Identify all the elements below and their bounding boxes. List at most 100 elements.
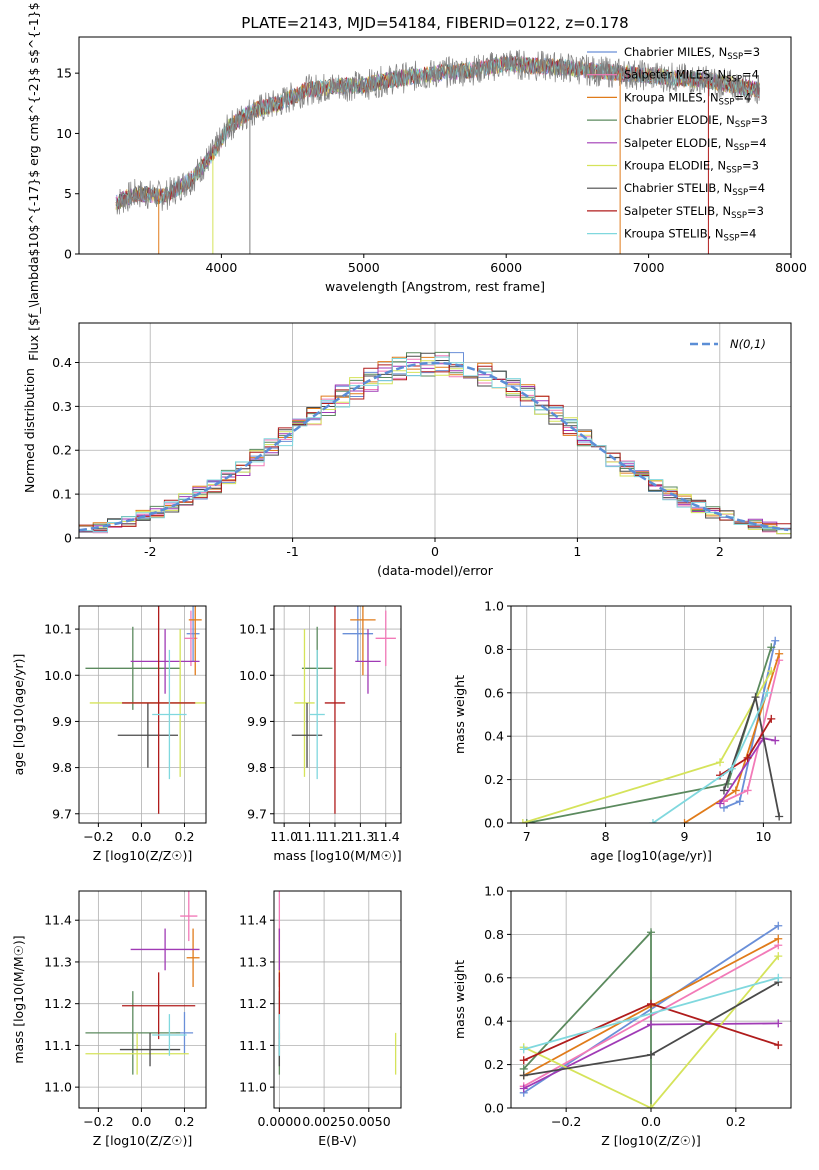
histogram-step-5 <box>79 360 791 535</box>
mass-weight-vs-z-marker <box>774 921 783 930</box>
mass-weight-vs-age-xtick-label: 8 <box>602 829 610 844</box>
spectrum-legend-label: Kroupa ELODIE, NSSP=3 <box>624 159 759 176</box>
mass-weight-vs-age-marker <box>767 714 776 723</box>
spectrum-legend-label: Salpeter STELIB, NSSP=3 <box>624 204 764 221</box>
mass-vs-ebv-xtick-label: 0.0000 <box>257 1114 301 1129</box>
mass-vs-ebv-xtick-label: 0.0025 <box>302 1114 346 1129</box>
mass-weight-vs-age-ylabel: mass weight <box>452 675 467 754</box>
mass-weight-vs-z-xlabel: Z [log10(Z/Z☉)] <box>601 1133 701 1148</box>
mass-weight-vs-age-series <box>518 636 784 823</box>
mass-vs-ebv-axes: 0.0000 0.0025 0.0050 11.0 11.1 11.2 11.3 11.4 <box>239 891 401 1129</box>
mass-weight-vs-age-ytick-label: 0.6 <box>484 685 504 700</box>
spectrum-axes: 4000 5000 6000 7000 8000 0 5 10 15 <box>56 66 807 275</box>
mass-weight-vs-z-marker <box>774 973 783 982</box>
figure-title: PLATE=2143, MJD=54184, FIBERID=0122, z=0… <box>241 14 628 32</box>
mass-weight-vs-z-ytick-label: 0.4 <box>484 1014 504 1029</box>
mass-weight-vs-z-ytick-label: 0.8 <box>484 927 504 942</box>
spectrum-ylabel: Flux [$f_\lambda$10$^{-17}$ erg cm$^{-2}… <box>26 0 41 361</box>
mass-weight-vs-age-ytick-label: 1.0 <box>484 599 504 614</box>
mass-weight-vs-z-line-3 <box>523 929 652 1108</box>
mass-weight-vs-age-ytick-label: 0.8 <box>484 642 504 657</box>
gaussian-legend-label: N(0,1) <box>730 337 766 351</box>
age-vs-z-xtick-label: 0.0 <box>131 829 151 844</box>
mass-weight-vs-age-marker <box>751 693 760 702</box>
mass-vs-z-frame <box>78 890 207 1109</box>
mass-weight-vs-age-marker <box>716 799 725 808</box>
spectrum-xtick-label: 5000 <box>348 260 380 275</box>
mass-weight-vs-z-series <box>519 921 783 1108</box>
spectrum-legend-label: Chabrier STELIB, NSSP=4 <box>624 181 765 198</box>
mass-vs-ebv-ytick-label: 11.2 <box>239 996 267 1011</box>
mass-weight-vs-z-marker <box>519 1056 528 1065</box>
age-vs-mass-ytick-label: 10.1 <box>239 622 267 637</box>
age-vs-z-xlabel: Z [log10(Z/Z☉)] <box>93 848 193 863</box>
mass-weight-vs-z-xtick-label: 0.0 <box>641 1114 661 1129</box>
residual-histogram-axes: -2 -1 0 1 2 0 0.1 0.2 0.3 0.4 <box>52 323 791 559</box>
spectrum-xtick-label: 6000 <box>490 260 522 275</box>
mass-weight-vs-age-xtick-label: 9 <box>681 829 689 844</box>
mass-weight-vs-age-marker <box>518 819 527 823</box>
age-vs-mass-xlabel: mass [log10(M/M☉)] <box>273 848 401 863</box>
age-vs-z-ytick-label: 9.7 <box>52 806 72 821</box>
age-vs-z-frame <box>78 605 207 824</box>
spectrum-legend-label: Kroupa STELIB, NSSP=4 <box>624 227 756 244</box>
age-vs-z-ylabel: age [log10(age/yr)] <box>11 654 26 776</box>
mass-weight-vs-z-marker <box>647 1104 655 1108</box>
mass-vs-ebv-ytick-label: 11.3 <box>239 954 267 969</box>
mass-weight-vs-age-marker <box>775 812 784 821</box>
residual-histogram-ylabel: Normed distribution <box>22 368 37 493</box>
mass-weight-vs-age-marker <box>775 649 784 658</box>
mass-weight-vs-z-marker <box>647 1020 655 1029</box>
spectrum-legend: Chabrier MILES, NSSP=3 Salpeter MILES, NS… <box>587 45 768 244</box>
mass-weight-vs-age-frame <box>510 605 792 824</box>
mass-vs-z-xtick-label: 0.0 <box>131 1114 151 1129</box>
age-vs-z-points <box>85 606 206 814</box>
mass-vs-z-ylabel: mass [log10(M/M☉)] <box>11 935 26 1063</box>
mass-weight-vs-age-axes: 7 8 9 10 0.0 0.2 0.4 0.6 0.8 1.0 <box>484 599 791 844</box>
mass-weight-vs-age-marker <box>727 764 736 773</box>
mass-weight-vs-z-marker <box>774 952 783 961</box>
mass-vs-ebv-points <box>278 891 397 1075</box>
residual-histogram-ytick-label: 0.1 <box>52 487 72 502</box>
age-vs-z-ytick-label: 9.8 <box>52 760 72 775</box>
mass-weight-vs-age-marker <box>731 786 740 795</box>
age-vs-mass-points <box>291 606 396 814</box>
mass-weight-vs-age-xtick-label: 7 <box>523 829 531 844</box>
residual-histogram-xtick-label: 1 <box>573 544 581 559</box>
spectrum-legend-label: Salpeter ELODIE, NSSP=4 <box>624 136 767 153</box>
spectrum-xtick-label: 8000 <box>775 260 807 275</box>
spectrum-frame <box>78 36 792 255</box>
mass-vs-ebv-ytick-label: 11.0 <box>239 1080 267 1095</box>
mass-weight-vs-z-marker <box>647 1050 655 1059</box>
mass-weight-vs-z-marker <box>774 1019 783 1028</box>
mass-vs-z-xtick-label: 0.2 <box>175 1114 195 1129</box>
mass-weight-vs-age-marker <box>771 736 780 745</box>
mass-vs-z-ytick-label: 11.2 <box>44 996 72 1011</box>
mass-vs-ebv-frame <box>273 890 402 1109</box>
age-vs-mass-xtick-label: 11.0 <box>270 829 298 844</box>
mass-weight-vs-age-xlabel: age [log10(age/yr)] <box>590 848 712 863</box>
mass-vs-ebv-xlabel: E(B-V) <box>318 1133 357 1148</box>
age-vs-mass-frame <box>273 605 402 824</box>
residual-histogram-frame <box>78 322 792 539</box>
residual-histogram-xlabel: (data-model)/error <box>377 563 494 578</box>
mass-vs-z-points <box>85 891 200 1075</box>
age-vs-z-xtick-label: −0.2 <box>83 829 113 844</box>
mass-weight-vs-age-marker <box>743 753 752 762</box>
mass-weight-vs-z-marker <box>519 1084 528 1093</box>
mass-weight-vs-z-xtick-label: 0.2 <box>726 1114 746 1129</box>
mass-weight-vs-z-ytick-label: 1.0 <box>484 884 504 899</box>
residual-histogram-ytick-label: 0.3 <box>52 399 72 414</box>
mass-weight-vs-age-xtick-label: 10 <box>755 829 771 844</box>
mass-weight-vs-age-marker <box>648 819 657 823</box>
age-vs-mass-xtick-label: 11.2 <box>321 829 349 844</box>
mass-weight-vs-age-marker <box>522 819 531 823</box>
age-vs-z-axes: −0.2 0.0 0.2 9.7 9.8 9.9 10.0 10.1 <box>44 606 206 844</box>
residual-histogram-xtick-label: 0 <box>431 544 439 559</box>
mass-weight-vs-z-marker <box>774 934 783 943</box>
mass-weight-vs-z-xtick-label: −0.2 <box>551 1114 581 1129</box>
age-vs-z-ytick-label: 10.0 <box>44 668 72 683</box>
histogram-step-8 <box>79 356 791 533</box>
mass-weight-vs-z-ytick-label: 0.2 <box>484 1057 504 1072</box>
